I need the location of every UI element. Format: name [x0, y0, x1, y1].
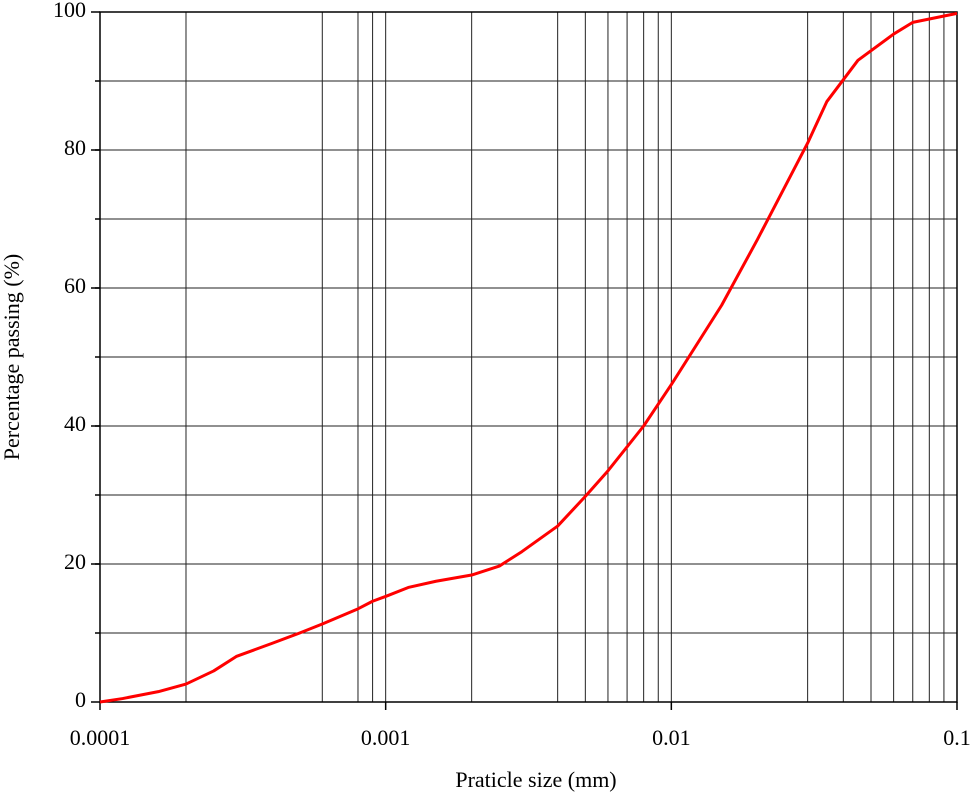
y-axis-label: Percentage passing (%) [0, 254, 24, 460]
y-tick-label: 20 [64, 549, 86, 574]
y-tick-label: 40 [64, 411, 86, 436]
y-tick-label: 80 [64, 135, 86, 160]
x-tick-label: 0.1 [943, 725, 971, 750]
y-tick-label: 60 [64, 273, 86, 298]
x-axis-label: Praticle size (mm) [455, 767, 616, 792]
data-line [99, 11, 958, 704]
x-tick-label: 0.01 [652, 725, 691, 750]
x-tick-label: 0.0001 [70, 725, 131, 750]
y-tick-label: 100 [53, 0, 86, 22]
x-tick-label: 0.001 [361, 725, 411, 750]
plot-frame [99, 11, 958, 703]
y-tick-label: 0 [75, 687, 86, 712]
